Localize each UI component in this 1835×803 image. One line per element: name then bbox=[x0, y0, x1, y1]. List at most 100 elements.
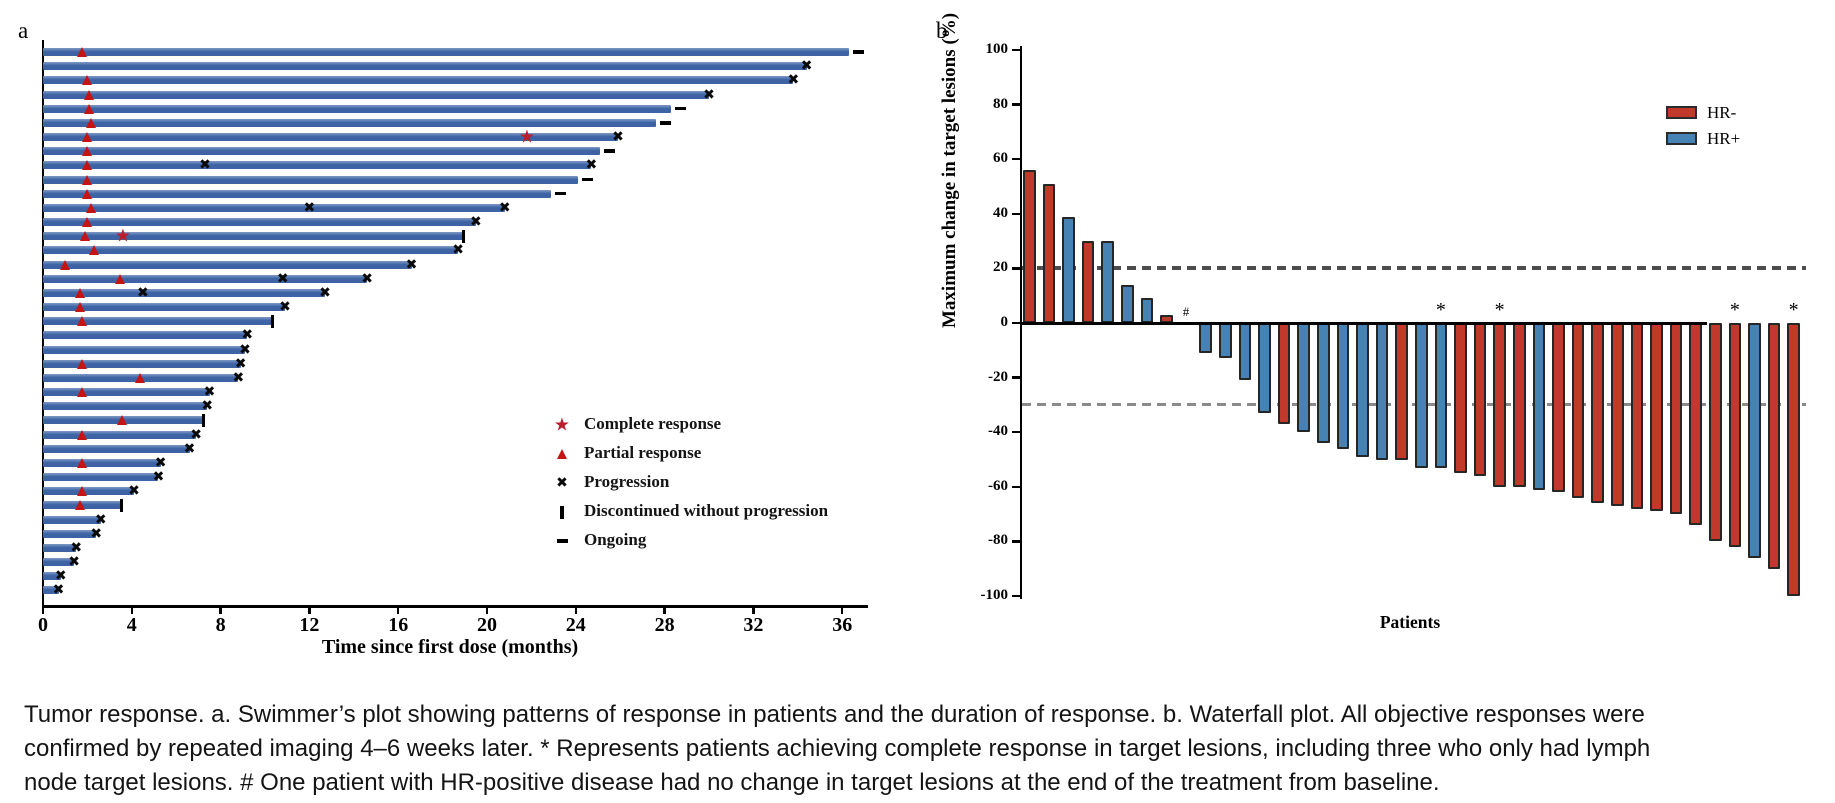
progression-marker: ✖ bbox=[234, 355, 247, 372]
discontinued-marker bbox=[119, 498, 124, 512]
x-tick-label: 4 bbox=[126, 614, 137, 636]
response-duration-bar bbox=[43, 274, 368, 283]
response-duration-bar bbox=[43, 90, 709, 99]
partial-response-marker bbox=[81, 188, 92, 199]
ongoing-marker bbox=[852, 50, 864, 54]
partial-response-marker bbox=[117, 415, 128, 426]
response-duration-bar bbox=[43, 104, 672, 113]
waterfall-bar bbox=[1395, 323, 1408, 460]
response-duration-bar bbox=[43, 303, 285, 312]
swimmer-x-axis-title: Time since first dose (months) bbox=[321, 636, 579, 658]
ongoing-marker bbox=[659, 121, 671, 125]
waterfall-bar bbox=[1101, 241, 1114, 323]
waterfall-bar bbox=[1042, 183, 1056, 323]
waterfall-bar bbox=[1689, 323, 1702, 526]
waterfall-bar bbox=[1513, 323, 1526, 487]
progression-marker: ✖ bbox=[70, 539, 83, 556]
response-duration-bar bbox=[43, 133, 618, 142]
x-tick-label: 32 bbox=[743, 614, 764, 636]
x-tick bbox=[41, 607, 45, 614]
complete-response-asterisk: * bbox=[1494, 299, 1505, 321]
y-tick-label: 60 bbox=[993, 150, 1008, 167]
progression-marker: ✖ bbox=[703, 86, 715, 103]
waterfall-bar bbox=[1258, 323, 1271, 414]
response-duration-bar bbox=[43, 458, 161, 467]
y-tick-label: -80 bbox=[988, 532, 1008, 549]
ongoing-marker bbox=[582, 177, 594, 182]
complete-response-marker: ★ bbox=[114, 225, 131, 246]
x-tick-label: 8 bbox=[215, 614, 226, 636]
waterfall-x-axis-title: Patients bbox=[1379, 612, 1441, 632]
waterfall-bar bbox=[1238, 323, 1252, 381]
discontinued-legend-icon bbox=[560, 505, 564, 519]
response-duration-bar bbox=[43, 543, 77, 552]
x-tick-label: 36 bbox=[832, 614, 853, 636]
waterfall-bar bbox=[1297, 323, 1310, 433]
waterfall-bar bbox=[1611, 323, 1624, 506]
response-duration-bar bbox=[43, 388, 210, 397]
progression-marker: ✖ bbox=[800, 58, 813, 75]
discontinued-marker bbox=[270, 314, 275, 328]
response-duration-bar bbox=[43, 572, 61, 581]
figure-caption: Tumor response. a. Swimmer’s plot showin… bbox=[24, 698, 1824, 800]
partial-response-marker bbox=[59, 259, 70, 270]
partial-response-marker bbox=[75, 500, 86, 511]
y-tick-label: 0 bbox=[1000, 314, 1009, 330]
progression-marker: ✖ bbox=[94, 511, 107, 528]
partial-response-marker bbox=[81, 217, 92, 228]
y-tick-label: 100 bbox=[985, 41, 1009, 57]
partial-response-marker bbox=[79, 231, 90, 242]
response-duration-bar bbox=[43, 430, 197, 439]
x-tick bbox=[485, 607, 489, 614]
caption-line-2: confirmed by repeated imaging 4–6 weeks … bbox=[24, 735, 1651, 762]
progression-marker: ✖ bbox=[232, 369, 245, 386]
partial-response-marker bbox=[86, 117, 97, 128]
progression-legend-icon: ✖ bbox=[556, 475, 568, 491]
hr-negative-swatch bbox=[1666, 106, 1697, 119]
x-tick bbox=[130, 607, 134, 614]
complete-response-legend-icon: ★ bbox=[553, 414, 571, 435]
waterfall-bar bbox=[1709, 323, 1722, 542]
response-duration-bar bbox=[43, 203, 505, 212]
response-duration-bar bbox=[43, 218, 476, 227]
progression-marker: ✖ bbox=[303, 199, 316, 216]
partial-response-marker bbox=[81, 160, 92, 171]
ongoing-marker bbox=[604, 149, 616, 153]
progression-marker: ✖ bbox=[241, 327, 254, 344]
y-tick bbox=[1012, 267, 1021, 270]
y-tick bbox=[1012, 48, 1021, 52]
waterfall-plot: 100 80 60 40 20 0 -20 -40 -60 -80 -100 Maximum cha… bbox=[900, 0, 1835, 680]
x-tick bbox=[574, 607, 578, 614]
discontinued-marker bbox=[461, 229, 466, 243]
waterfall-bar bbox=[1415, 323, 1428, 468]
complete-response-marker: ★ bbox=[518, 126, 536, 147]
y-tick bbox=[1012, 594, 1021, 598]
waterfall-bar bbox=[1140, 298, 1154, 323]
response-duration-bar bbox=[43, 118, 656, 127]
partial-response-marker bbox=[81, 132, 92, 143]
waterfall-bar bbox=[1219, 323, 1232, 359]
progression-marker: ✖ bbox=[585, 157, 598, 174]
y-tick bbox=[1012, 540, 1021, 543]
caption-line-1: Tumor response. a. Swimmer’s plot showin… bbox=[24, 701, 1645, 728]
waterfall-y-axis-title-text: Maximum change in target lesions (%) bbox=[939, 12, 960, 328]
waterfall-bar bbox=[1454, 323, 1467, 474]
waterfall-bar bbox=[1532, 323, 1546, 490]
partial-response-marker bbox=[84, 89, 95, 100]
swimmer-x-axis bbox=[41, 605, 868, 608]
waterfall-bar bbox=[1591, 323, 1604, 504]
waterfall-bar bbox=[1473, 323, 1487, 476]
partial-response-marker bbox=[77, 429, 88, 440]
waterfall-bar bbox=[1552, 323, 1565, 493]
response-duration-bar bbox=[43, 232, 463, 241]
response-duration-bar bbox=[43, 558, 75, 567]
progression-marker: ✖ bbox=[137, 284, 149, 301]
response-duration-bar bbox=[43, 345, 246, 354]
progression-marker: ✖ bbox=[279, 299, 291, 316]
progression-marker: ✖ bbox=[470, 214, 482, 231]
x-tick bbox=[752, 607, 755, 614]
response-duration-bar bbox=[43, 189, 552, 198]
response-duration-bar bbox=[43, 175, 579, 184]
threshold-line-plus20 bbox=[1022, 266, 1806, 271]
